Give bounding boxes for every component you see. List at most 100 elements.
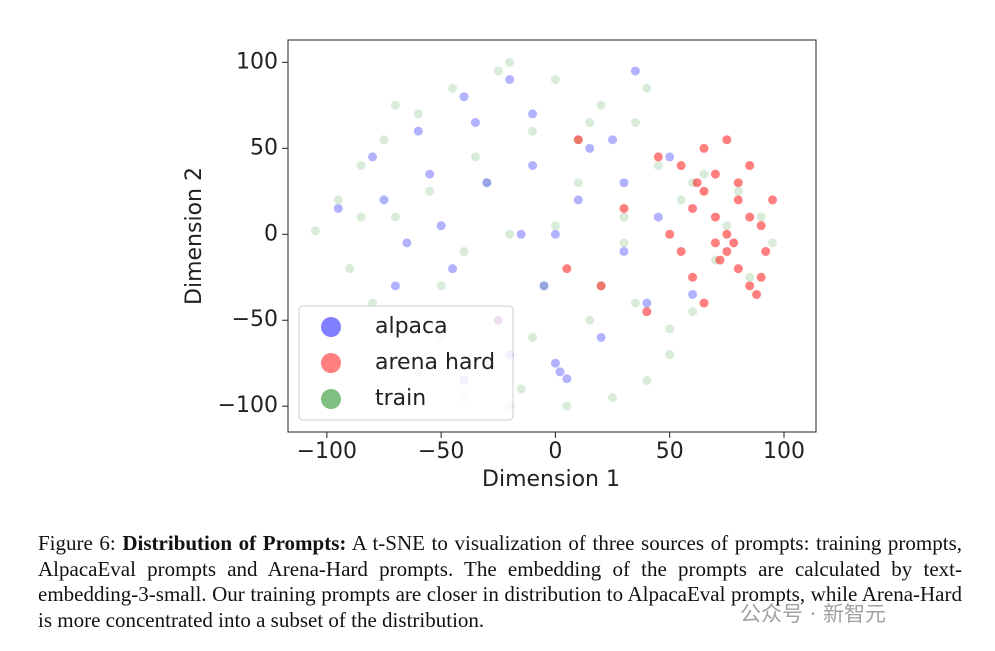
point — [752, 289, 762, 299]
point — [459, 246, 469, 256]
watermark: 公众号 · 新智元 — [740, 602, 887, 626]
x-tick-label: −50 — [418, 439, 464, 464]
point — [368, 152, 378, 162]
legend-label: alpaca — [375, 314, 448, 339]
caption-label: Figure 6: — [38, 531, 116, 555]
point — [642, 307, 652, 317]
point — [528, 109, 538, 119]
point — [688, 307, 698, 317]
point — [676, 246, 686, 256]
chart: Dimension 1 Dimension 2 −100 −50 0 50 100 −10… — [182, 39, 817, 492]
point — [493, 66, 503, 76]
point — [550, 75, 560, 85]
point — [482, 178, 492, 188]
point — [699, 298, 709, 308]
point — [448, 83, 458, 93]
point — [596, 332, 606, 342]
point — [573, 135, 583, 145]
point — [756, 272, 766, 282]
point — [573, 178, 583, 188]
point — [413, 126, 423, 136]
legend-label: arena hard — [375, 350, 495, 375]
point — [653, 161, 663, 171]
point — [642, 375, 652, 385]
x-tick-label: 50 — [656, 439, 684, 464]
point — [653, 212, 663, 222]
point — [425, 169, 435, 179]
point — [550, 229, 560, 239]
point — [756, 221, 766, 231]
point — [619, 203, 629, 213]
point — [505, 229, 515, 239]
point — [356, 161, 366, 171]
point — [390, 281, 400, 291]
point — [729, 238, 739, 248]
point — [642, 83, 652, 93]
legend-label: train — [375, 386, 426, 411]
caption-text: A t-SNE to visualization of three source… — [38, 531, 963, 632]
point — [688, 289, 698, 299]
point — [528, 332, 538, 342]
point — [459, 92, 469, 102]
point — [528, 161, 538, 171]
point — [448, 264, 458, 274]
point — [608, 393, 618, 403]
point — [665, 229, 675, 239]
point — [562, 374, 572, 384]
y-tick-label: −50 — [232, 307, 278, 332]
point — [733, 195, 743, 205]
point — [745, 161, 755, 171]
point — [733, 186, 743, 196]
point — [310, 226, 320, 236]
point — [630, 66, 640, 76]
point — [585, 118, 595, 128]
point — [665, 152, 675, 162]
point — [665, 324, 675, 334]
y-tick-label: 100 — [236, 49, 278, 74]
y-axis-label: Dimension 2 — [182, 167, 207, 305]
point — [692, 178, 702, 188]
point — [436, 281, 446, 291]
point — [436, 221, 446, 231]
point — [653, 152, 663, 162]
point — [745, 272, 755, 282]
point — [596, 281, 606, 291]
point — [573, 195, 583, 205]
point — [761, 246, 771, 256]
point — [722, 229, 732, 239]
point — [699, 169, 709, 179]
point — [699, 186, 709, 196]
point — [390, 212, 400, 222]
point — [390, 100, 400, 110]
point — [722, 135, 732, 145]
legend-box — [298, 305, 514, 421]
point — [756, 212, 766, 222]
legend-marker — [321, 317, 341, 337]
point — [425, 186, 435, 196]
point — [710, 238, 720, 248]
plot-frame — [287, 39, 817, 433]
point — [516, 229, 526, 239]
point — [665, 350, 675, 360]
point — [555, 367, 565, 377]
point — [630, 298, 640, 308]
point — [505, 75, 515, 85]
point — [402, 238, 412, 248]
point — [562, 401, 572, 411]
caption: Figure 6: Distribution of Prompts: A t-S… — [38, 531, 962, 633]
point — [768, 195, 778, 205]
legend: alpaca arena hard train — [298, 305, 514, 421]
point — [676, 161, 686, 171]
point — [470, 118, 480, 128]
point — [642, 298, 652, 308]
point — [608, 135, 618, 145]
point — [710, 169, 720, 179]
caption-bold: Distribution of Prompts: — [122, 531, 347, 555]
y-tick-label: 0 — [264, 221, 278, 246]
point — [379, 135, 389, 145]
legend-marker — [321, 389, 341, 409]
x-axis-label: Dimension 1 — [482, 467, 620, 492]
point — [333, 195, 343, 205]
point — [539, 281, 549, 291]
point — [470, 152, 480, 162]
